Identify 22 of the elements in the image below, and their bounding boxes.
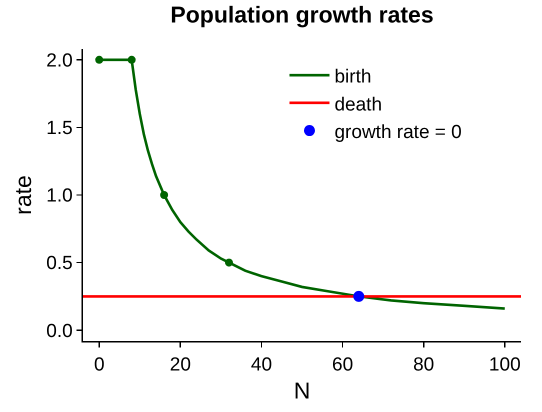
x-tick-label: 60 (332, 354, 354, 376)
legend-label: death (334, 94, 382, 116)
point (160, 191, 168, 199)
point (225, 258, 233, 267)
x-axis-title: N (294, 378, 310, 404)
legend-label: birth (334, 66, 372, 88)
x-tick-label: 100 (488, 354, 521, 376)
chart-title: Population growth rates (170, 1, 434, 28)
y-tick-label: 0.0 (46, 320, 73, 342)
point (95, 56, 104, 64)
x-tick-label: 80 (413, 354, 434, 376)
y-tick-label: 1.5 (46, 118, 73, 140)
x-tick-label: 20 (170, 354, 191, 376)
y-axis-title: rate (10, 175, 36, 215)
point (128, 56, 136, 64)
point (353, 290, 364, 302)
x-tick-label: 0 (94, 354, 105, 376)
x-tick-label: 40 (250, 354, 272, 376)
y-tick-label: 2.0 (46, 50, 73, 72)
y-tick-label: 0.5 (46, 253, 73, 274)
legend-label: growth rate = 0 (334, 122, 462, 143)
y-tick-label: 1.0 (46, 186, 73, 207)
